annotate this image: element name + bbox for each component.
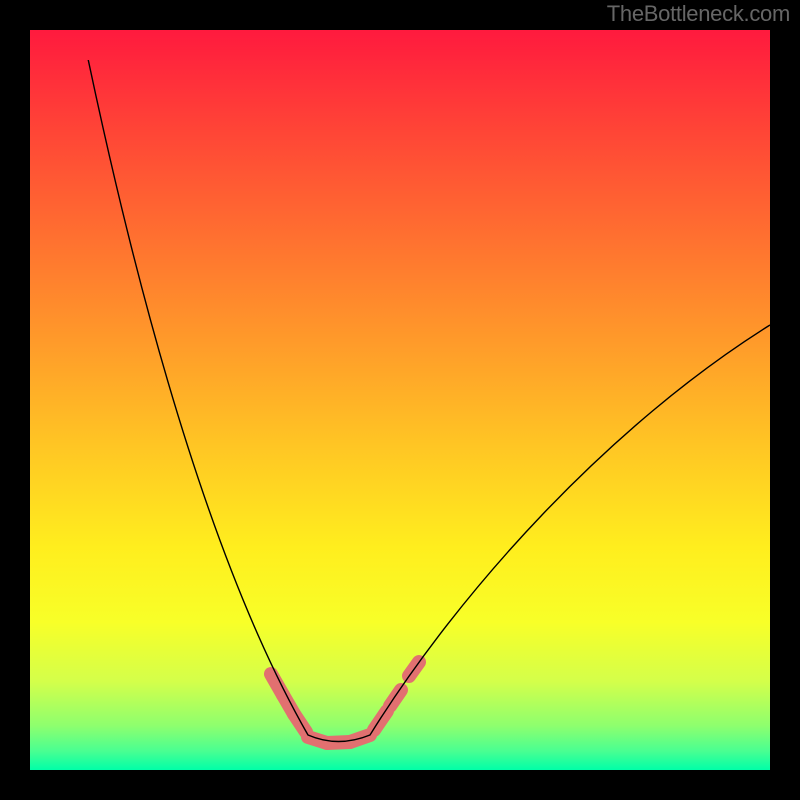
watermark-text: TheBottleneck.com xyxy=(607,1,790,27)
plot-background xyxy=(30,30,770,770)
chart-container: TheBottleneck.com xyxy=(0,0,800,800)
bottleneck-curve-chart xyxy=(0,0,800,800)
